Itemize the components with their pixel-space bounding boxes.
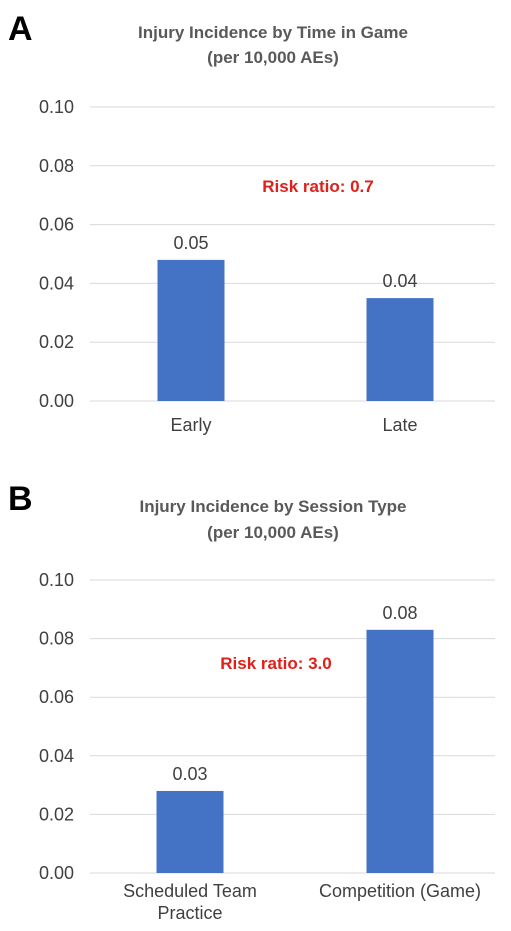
- y-axis: 0.00 0.02 0.04 0.06 0.08 0.10: [39, 570, 495, 883]
- data-label: 0.08: [382, 603, 417, 623]
- risk-ratio-annotation: Risk ratio: 3.0: [220, 654, 332, 673]
- data-label: 0.03: [172, 764, 207, 784]
- y-tick-label: 0.00: [39, 391, 74, 411]
- data-label: 0.04: [382, 271, 417, 291]
- category-label: Early: [170, 415, 211, 435]
- y-tick-label: 0.06: [39, 215, 74, 235]
- bar: [366, 629, 434, 873]
- chart-title: Injury Incidence by Session Type: [139, 497, 406, 516]
- risk-ratio-annotation: Risk ratio: 0.7: [262, 177, 374, 196]
- data-label: 0.05: [173, 233, 208, 253]
- y-tick-label: 0.08: [39, 156, 74, 176]
- y-tick-label: 0.02: [39, 332, 74, 352]
- category-label: Competition (Game): [319, 881, 481, 901]
- y-tick-label: 0.00: [39, 863, 74, 883]
- y-tick-label: 0.10: [39, 570, 74, 590]
- bars: 0.03 0.08: [156, 603, 434, 873]
- y-tick-label: 0.06: [39, 687, 74, 707]
- chart-title: Injury Incidence by Time in Game: [138, 23, 408, 42]
- category-label: Late: [382, 415, 417, 435]
- panel-letter: B: [8, 480, 33, 518]
- chart-panel-b: B Injury Incidence by Session Type (per …: [8, 480, 495, 923]
- panel-letter: A: [8, 10, 33, 48]
- chart-subtitle: (per 10,000 AEs): [207, 523, 339, 542]
- chart-panel-a: A Injury Incidence by Time in Game (per …: [8, 10, 495, 435]
- y-tick-label: 0.08: [39, 629, 74, 649]
- y-tick-label: 0.04: [39, 273, 74, 293]
- bar: [157, 259, 225, 401]
- y-tick-label: 0.04: [39, 746, 74, 766]
- bars: 0.05 0.04: [157, 233, 434, 401]
- y-tick-label: 0.10: [39, 97, 74, 117]
- x-axis: Scheduled Team Practice Competition (Game): [123, 881, 481, 923]
- x-axis: Early Late: [170, 415, 417, 435]
- category-label: Scheduled Team Practice: [123, 881, 257, 923]
- chart-subtitle: (per 10,000 AEs): [207, 48, 339, 67]
- bar: [366, 298, 434, 401]
- y-tick-label: 0.02: [39, 804, 74, 824]
- bar: [156, 790, 224, 873]
